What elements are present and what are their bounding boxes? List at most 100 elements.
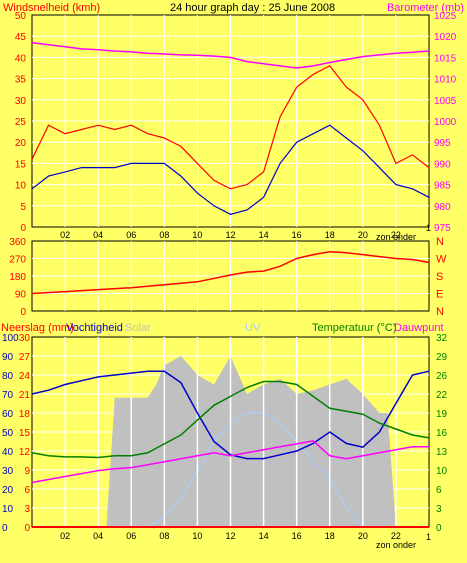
- humidity-tick-label: 30: [2, 466, 14, 477]
- climate-x-tick-label: 22: [391, 531, 401, 541]
- humidity-tick-label: 50: [2, 428, 14, 439]
- humidity-tick-label: 90: [2, 352, 14, 363]
- temperature-tick-label: 10: [436, 466, 448, 477]
- rain-tick-label: 9: [24, 466, 30, 477]
- barometer-tick-label: 995: [434, 138, 451, 149]
- barometer-tick-label: 985: [434, 181, 451, 192]
- barometer-tick-label: 1010: [434, 75, 457, 86]
- wind-tick-label: 15: [15, 159, 27, 170]
- rain-humidity-ticks: 0 10 20 30 40 50 60 70 80 90 100 0 3 6 9 12 15 18 21 24 27 30: [2, 333, 30, 534]
- compass-tick-label: S: [436, 271, 443, 283]
- rain-tick-label: 30: [19, 333, 31, 344]
- wind-axis-label: Windsnelheid (kmh): [3, 2, 100, 14]
- rain-tick-label: 12: [19, 447, 31, 458]
- wind-tick-label: 20: [15, 138, 27, 149]
- wind-direction-line: [31, 250, 430, 295]
- wind-x-tick-label: 18: [325, 230, 335, 240]
- wind-x-tick-label: 22: [391, 230, 401, 240]
- wind-tick-label: 50: [15, 11, 27, 22]
- uv-label: UV: [245, 322, 261, 334]
- barometer-tick-label: 990: [434, 159, 451, 170]
- barometer-tick-label: 975: [434, 223, 451, 234]
- climate-x-tick-label: 18: [325, 531, 335, 541]
- wind-average-line: [31, 124, 430, 215]
- temperature-line: [31, 380, 430, 459]
- humidity-tick-label: 20: [2, 485, 14, 496]
- barometer-tick-label: 1000: [434, 117, 457, 128]
- temperature-tick-label: 22: [436, 390, 448, 401]
- wind-tick-label: 5: [20, 202, 26, 213]
- climate-x-tick-label: 08: [159, 531, 169, 541]
- compass-tick-label: N: [436, 236, 444, 248]
- humidity-axis-label: Vochtigheid: [66, 322, 123, 334]
- rain-tick-label: 21: [19, 390, 31, 401]
- climate-x-tick-label: 20: [358, 531, 368, 541]
- humidity-tick-label: 0: [2, 523, 8, 534]
- direction-tick-label: 360: [9, 237, 26, 248]
- humidity-tick-label: 60: [2, 409, 14, 420]
- wind-x-tick-label: 14: [259, 230, 269, 240]
- sunset-label-bottom: zon onder: [376, 540, 416, 550]
- dewpoint-line: [31, 440, 429, 484]
- climate-x-tick-label: 10: [192, 531, 202, 541]
- barometer-tick-label: 1025: [434, 11, 457, 22]
- rain-tick-label: 6: [24, 485, 30, 496]
- barometer-tick-label: 1005: [434, 96, 457, 107]
- rain-tick-label: 24: [19, 371, 31, 382]
- rain-tick-label: 18: [19, 409, 31, 420]
- barometer-ticks: 975 980 985 990 995 1000 1005 1010 1015 1020 1025: [434, 11, 457, 234]
- rain-tick-label: 15: [19, 428, 31, 439]
- compass-tick-label: W: [436, 254, 447, 266]
- humidity-tick-label: 40: [2, 447, 14, 458]
- climate-x-tick-label: 16: [292, 531, 302, 541]
- climate-x-tick-label: 04: [93, 531, 103, 541]
- solar-label: Solar: [125, 322, 151, 334]
- wind-tick-label: 30: [15, 96, 27, 107]
- humidity-tick-label: 70: [2, 390, 14, 401]
- climate-x-tick-label: 06: [126, 531, 136, 541]
- wind-x-tick-label: 02: [60, 230, 70, 240]
- wind-tick-label: 45: [15, 32, 27, 43]
- wind-x-ticks: 02 04 06 08 10 12 14 16 18 20 22: [60, 230, 401, 240]
- temperature-tick-label: 16: [436, 428, 448, 439]
- temperature-tick-label: 29: [436, 352, 448, 363]
- sunset-label-top: zon onder: [376, 232, 416, 242]
- temperature-axis-label: Temperatuur (°C): [312, 322, 396, 334]
- barometer-tick-label: 980: [434, 202, 451, 213]
- temperature-tick-label: 26: [436, 371, 448, 382]
- humidity-tick-label: 80: [2, 371, 14, 382]
- direction-tick-label: 0: [20, 307, 26, 318]
- barometer-axis-label: Barometer (mb): [387, 2, 464, 14]
- direction-grid: [32, 241, 429, 311]
- temperature-tick-label: 19: [436, 409, 448, 420]
- direction-ticks: 0 90 180 270 360: [9, 237, 26, 318]
- direction-tick-label: 180: [9, 272, 26, 283]
- humidity-tick-label: 10: [2, 504, 14, 515]
- climate-x-ticks: 02 04 06 08 10 12 14 16 18 20 22: [60, 531, 401, 541]
- temperature-tick-label: 13: [436, 447, 448, 458]
- barometer-tick-label: 1015: [434, 53, 457, 64]
- climate-hour-lines: [64, 337, 397, 527]
- climate-x-tick-label: 14: [259, 531, 269, 541]
- wind-x-tick-label: 16: [292, 230, 302, 240]
- direction-tick-label: 270: [9, 255, 26, 266]
- chart-title: 24 hour graph day : 25 June 2008: [170, 2, 335, 14]
- temperature-tick-label: 6: [436, 485, 442, 496]
- compass-tick-label: N: [436, 306, 444, 318]
- x-end-label-top: 1: [426, 223, 431, 233]
- wind-x-tick-label: 20: [358, 230, 368, 240]
- temperature-tick-label: 32: [436, 333, 448, 344]
- temperature-ticks: 0 3 6 10 13 16 19 22 26 29 32: [436, 333, 448, 534]
- wind-x-tick-label: 04: [93, 230, 103, 240]
- wind-ticks: 0 5 10 15 20 25 30 35 40 45 50: [15, 11, 27, 234]
- rain-tick-label: 0: [24, 523, 30, 534]
- wind-x-tick-label: 08: [159, 230, 169, 240]
- barometer-tick-label: 1020: [434, 32, 457, 43]
- climate-x-tick-label: 02: [60, 531, 70, 541]
- temperature-tick-label: 3: [436, 504, 442, 515]
- compass-tick-label: E: [436, 289, 443, 301]
- humidity-tick-label: 100: [2, 333, 19, 344]
